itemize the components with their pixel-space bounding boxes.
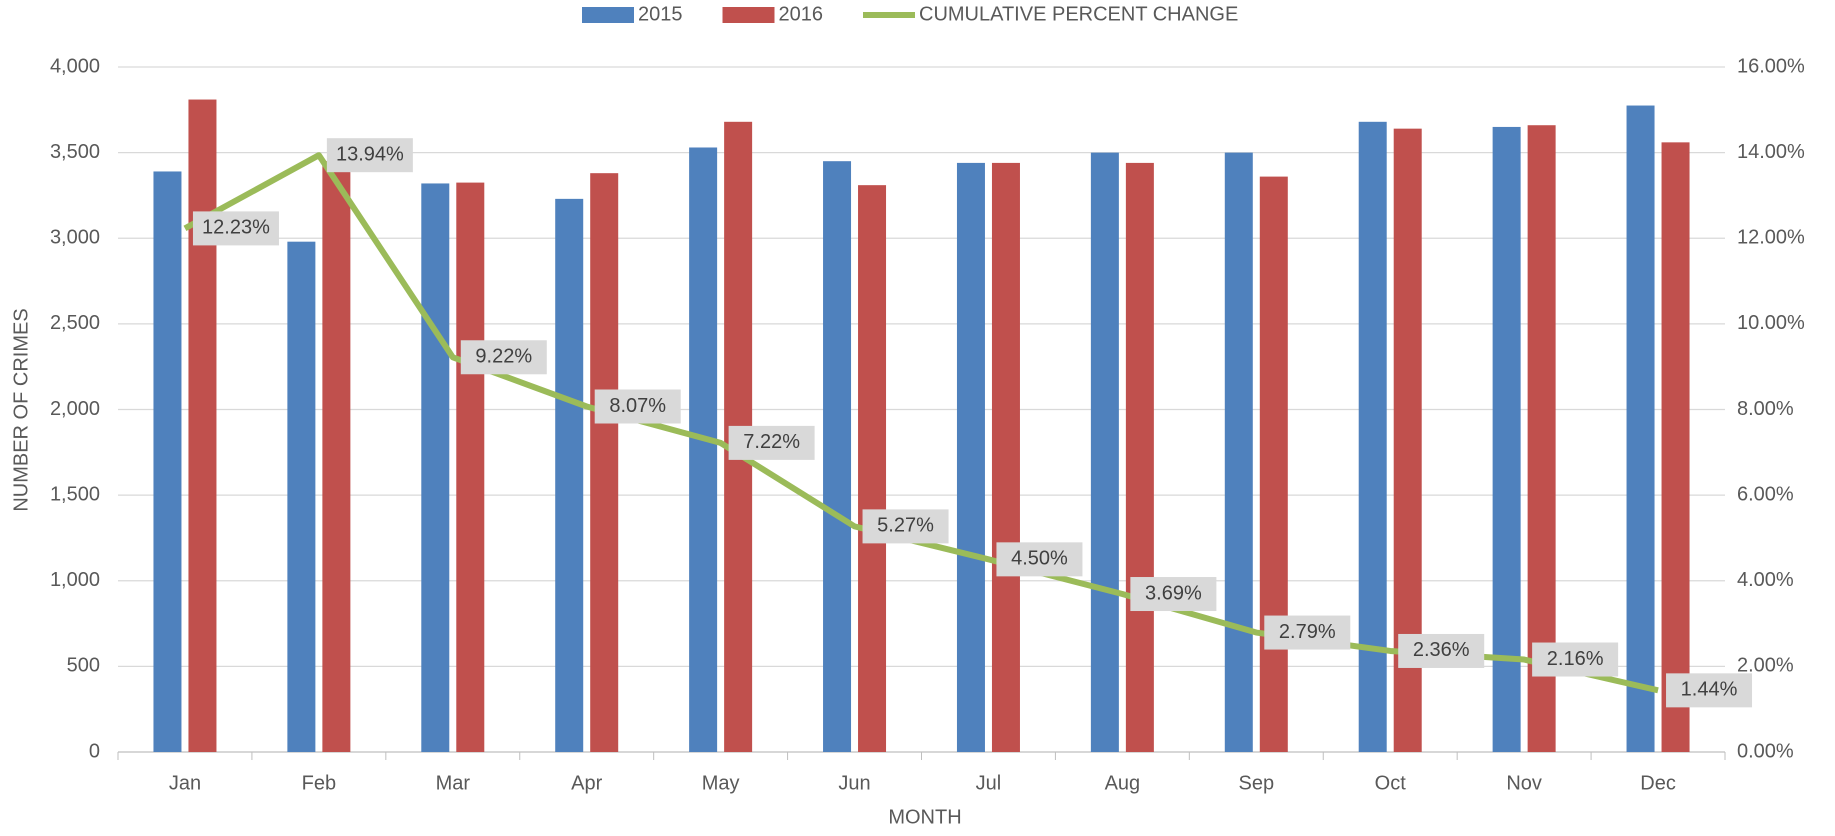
bar	[1661, 142, 1690, 753]
x-tick-label: May	[702, 772, 740, 794]
legend-label: 2015	[638, 3, 683, 25]
legend-label: 2016	[779, 3, 824, 25]
bar	[590, 173, 619, 753]
bar	[823, 161, 852, 752]
bar	[956, 162, 985, 752]
legend-swatch	[722, 7, 775, 23]
y2-tick-label: 4.00%	[1737, 569, 1794, 591]
data-label: 2.16%	[1547, 648, 1604, 670]
data-label: 7.22%	[743, 431, 800, 453]
data-label-box	[1666, 673, 1753, 708]
x-tick-label: Sep	[1238, 772, 1274, 794]
x-tick-label: Nov	[1506, 772, 1542, 794]
x-tick-label: Apr	[571, 772, 602, 794]
data-label-box	[728, 425, 815, 460]
y-tick-label: 0	[89, 740, 100, 762]
x-tick-label: Mar	[436, 772, 471, 794]
x-tick-label: Feb	[302, 772, 336, 794]
y-tick-label: 1,500	[50, 483, 100, 505]
bar	[153, 171, 182, 752]
bar	[1358, 121, 1387, 753]
y2-tick-label: 16.00%	[1737, 55, 1805, 77]
bar	[555, 198, 584, 753]
y2-tick-label: 12.00%	[1737, 227, 1805, 249]
data-label: 12.23%	[202, 217, 270, 239]
x-tick-label: Oct	[1375, 772, 1407, 794]
data-label-box	[1532, 642, 1619, 677]
data-label-box	[1130, 577, 1217, 612]
data-label: 5.27%	[877, 515, 934, 537]
data-label: 9.22%	[475, 346, 532, 368]
y-tick-label: 3,000	[50, 227, 100, 249]
data-label: 4.50%	[1011, 548, 1068, 570]
data-label-box	[1264, 615, 1351, 650]
x-axis-title: MONTH	[888, 806, 961, 828]
y-tick-label: 1,000	[50, 569, 100, 591]
x-tick-label: Jan	[169, 772, 201, 794]
bar	[1492, 126, 1521, 752]
y-tick-label: 2,000	[50, 398, 100, 420]
data-label: 1.44%	[1681, 679, 1738, 701]
bar	[188, 99, 217, 753]
bar	[1125, 162, 1154, 752]
data-label-box	[996, 542, 1083, 577]
bar	[1626, 105, 1655, 752]
data-label-box	[192, 211, 279, 246]
bar	[287, 241, 316, 753]
data-label: 8.07%	[609, 395, 666, 417]
y2-tick-label: 2.00%	[1737, 655, 1794, 677]
bar	[689, 147, 718, 753]
bar	[456, 182, 485, 752]
x-tick-label: Jun	[838, 772, 870, 794]
x-tick-label: Jul	[976, 772, 1002, 794]
y-tick-label: 2,500	[50, 312, 100, 334]
bar	[1224, 152, 1253, 752]
x-tick-label: Dec	[1640, 772, 1676, 794]
legend-swatch	[582, 7, 634, 23]
data-label: 2.79%	[1279, 621, 1336, 643]
line	[183, 152, 1659, 694]
bar	[322, 161, 351, 752]
legend-label: CUMULATIVE PERCENT CHANGE	[919, 3, 1238, 25]
y-axis-title: NUMBER OF CRIMES	[10, 308, 32, 511]
bar	[1259, 176, 1288, 753]
data-label-box	[460, 340, 547, 375]
x-tick-label: Aug	[1105, 772, 1141, 794]
data-label-box	[326, 138, 413, 173]
bar	[858, 185, 887, 753]
bar	[991, 162, 1020, 752]
data-label-box	[1398, 633, 1485, 668]
y2-tick-label: 8.00%	[1737, 398, 1794, 420]
data-label: 13.94%	[336, 143, 404, 165]
y-tick-label: 4,000	[50, 55, 100, 77]
y2-tick-label: 10.00%	[1737, 312, 1805, 334]
bar	[421, 183, 450, 752]
y2-tick-label: 14.00%	[1737, 141, 1805, 163]
y-tick-label: 500	[67, 655, 100, 677]
y2-tick-label: 0.00%	[1737, 740, 1794, 762]
data-label: 3.69%	[1145, 582, 1202, 604]
y-tick-label: 3,500	[50, 141, 100, 163]
data-label-box	[862, 509, 949, 544]
y2-tick-label: 6.00%	[1737, 483, 1794, 505]
data-label-box	[594, 389, 681, 424]
data-label: 2.36%	[1413, 639, 1470, 661]
bar	[1090, 152, 1119, 752]
